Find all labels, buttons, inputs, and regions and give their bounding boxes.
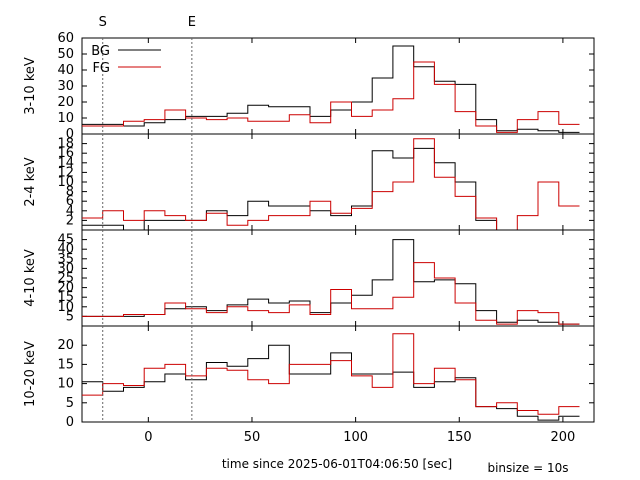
y-tick-label: 30 [57,261,74,276]
y-tick-label: 25 [57,271,74,286]
y-axis-label: 4-10 keV [23,249,38,307]
y-axis-label: 3-10 keV [23,57,38,115]
y-tick-label: 20 [57,338,74,353]
series-fg-line [82,262,580,325]
y-tick-label: 0 [66,127,74,142]
y-tick-label: 5 [66,309,74,324]
y-tick-label: 15 [57,290,74,305]
x-tick-label: 0 [144,430,152,445]
y-tick-label: 50 [57,47,74,62]
x-tick-label: 200 [550,430,575,445]
y-tick-label: 10 [57,377,74,392]
x-tick-label: 100 [343,430,368,445]
x-tick-label: 50 [244,430,261,445]
series-fg-line [82,333,580,415]
y-axis-label: 10-20 keV [23,341,38,407]
y-tick-label: 10 [57,300,74,315]
y-tick-label: 30 [57,79,74,94]
legend: BG FG [91,44,161,76]
series-bg-line [82,147,580,230]
y-tick-label: 16 [57,146,74,161]
y-tick-label: 2 [66,213,74,228]
panel-frame [81,325,595,423]
y-tick-label: 0 [66,415,74,430]
x-tick-label: 150 [447,430,472,445]
x-axis-label: time since 2025-06-01T04:06:50 [sec] [222,457,452,471]
y-tick-label: 40 [57,242,74,257]
marker-label-s: S [99,15,107,30]
y-tick-label: 40 [57,63,74,78]
y-tick-label: 10 [57,175,74,190]
y-tick-label: 18 [57,137,74,152]
y-tick-label: 14 [57,156,74,171]
y-tick-label: 8 [66,185,74,200]
marker-label-e: E [188,15,196,30]
y-tick-label: 15 [57,357,74,372]
y-tick-label: 35 [57,252,74,267]
y-axis-label: 2-4 keV [23,157,38,206]
y-tick-label: 10 [57,111,74,126]
legend-label-fg: FG [92,61,110,76]
binsize-annotation: binsize = 10s [487,461,568,475]
y-tick-label: 45 [57,233,74,248]
y-tick-label: 20 [57,281,74,296]
y-tick-label: 4 [66,204,74,219]
y-tick-label: 6 [66,194,74,209]
legend-label-bg: BG [91,44,110,59]
series-fg-line [82,61,580,133]
y-tick-label: 5 [66,396,74,411]
y-tick-label: 60 [57,31,74,46]
series-fg-line [82,138,580,230]
y-tick-label: 12 [57,165,74,180]
series-bg-line [82,344,580,421]
y-tick-label: 20 [57,95,74,110]
